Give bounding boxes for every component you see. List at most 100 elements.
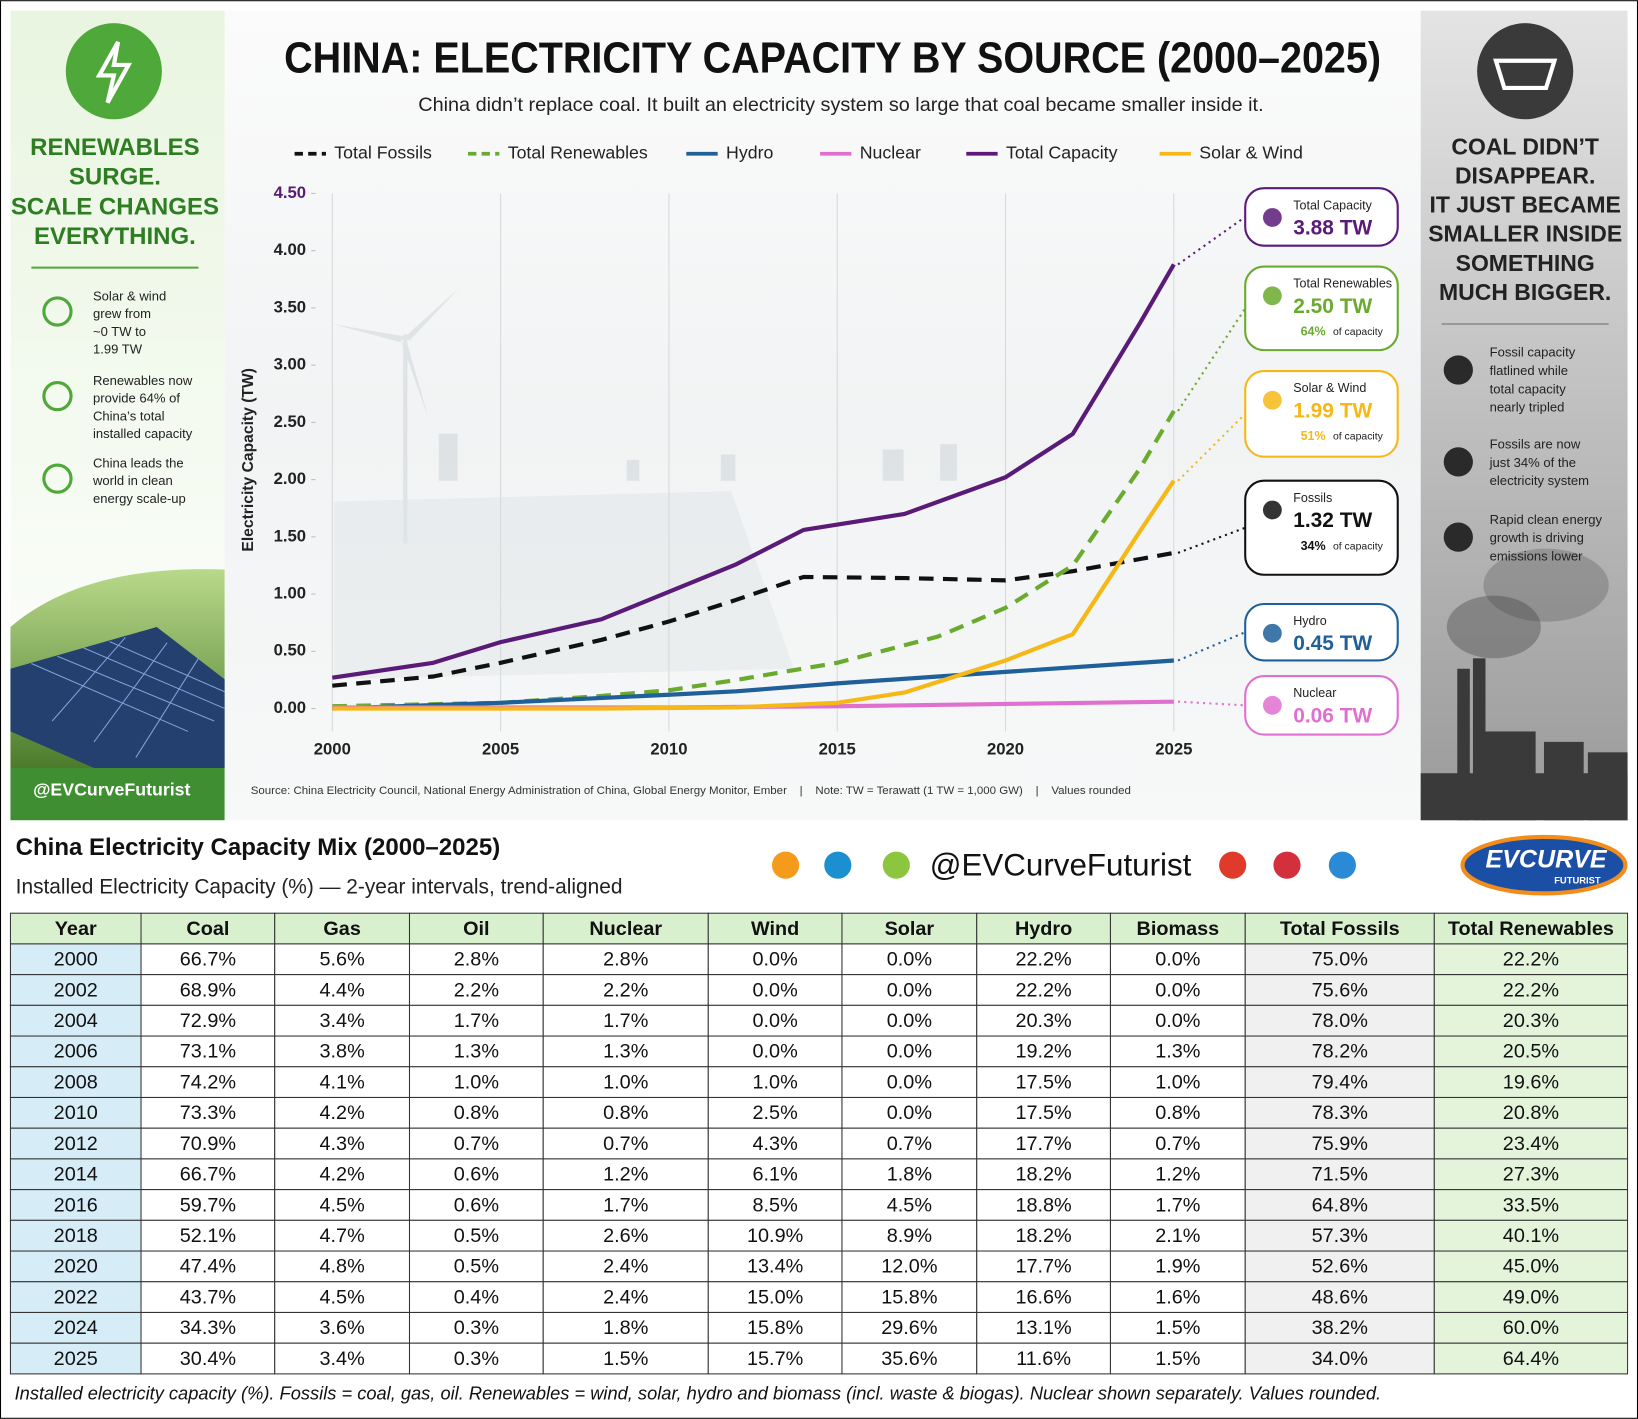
cell-text: 4.8% <box>320 1256 365 1278</box>
table-cell <box>1109 1342 1246 1375</box>
panels: Total Capacity 3.88 TW Total Renewables 2.5… <box>9 134 1629 1404</box>
emoji-icon <box>1219 851 1247 879</box>
table-cell <box>1244 943 1435 976</box>
cell-text: 2.2% <box>603 979 648 1001</box>
cell-text: 2018 <box>54 1225 98 1247</box>
series-line <box>332 409 1176 709</box>
cell-text: 22.2% <box>1503 979 1559 1001</box>
cell-text: 1.0% <box>603 1071 648 1093</box>
table-cell <box>1244 1004 1435 1037</box>
cell-text: 1.7% <box>454 1010 499 1032</box>
cell-text: 2014 <box>54 1164 98 1186</box>
cell-text: 1.9% <box>1155 1256 1200 1278</box>
emoji-icon <box>882 851 910 879</box>
callout-share: 64% <box>1301 325 1326 339</box>
table-cell <box>1109 1035 1246 1068</box>
chart-title: CHINA: ELECTRICITY CAPACITY BY SOURCE (2… <box>284 33 1381 82</box>
table-cell <box>1433 1158 1629 1191</box>
footnote: Installed electricity capacity (%). Foss… <box>15 1383 1382 1404</box>
legend-label: Solar & Wind <box>1199 142 1303 162</box>
cell-text: 4.2% <box>320 1164 365 1186</box>
table-cell <box>274 1189 411 1221</box>
table-cell <box>1244 1096 1435 1129</box>
cell-text: 2004 <box>54 1010 98 1032</box>
header-text: Total Renewables <box>1448 918 1614 940</box>
table-cell <box>542 974 709 1006</box>
bullet-text: Rapid clean energy <box>1490 512 1603 527</box>
header-cell <box>542 912 709 945</box>
callout-share-note: of capacity <box>1333 541 1384 552</box>
callout-value: 1.32 TW <box>1293 509 1372 532</box>
cell-text: 2.4% <box>603 1256 648 1278</box>
table-cell <box>1433 1311 1629 1344</box>
cell-text: 75.6% <box>1312 979 1368 1001</box>
table-cell <box>9 1127 142 1160</box>
cell-text: 1.5% <box>603 1348 648 1370</box>
header-cell <box>140 912 276 945</box>
cell-text: 35.6% <box>881 1348 937 1370</box>
background-art <box>332 287 957 680</box>
cell-text: 13.1% <box>1015 1317 1071 1339</box>
table-cell <box>707 1066 843 1099</box>
table-cell <box>140 974 276 1006</box>
emoji-icon <box>771 851 800 879</box>
logo-ring <box>1460 834 1628 896</box>
table-cell <box>1244 1035 1435 1068</box>
cell-text: 22.2% <box>1503 949 1559 971</box>
bullet-text: world in clean <box>92 473 173 488</box>
cell-text: 2022 <box>54 1286 98 1308</box>
bullet-icon <box>1443 447 1473 477</box>
cell-text: 0.8% <box>603 1102 648 1124</box>
callout-share: 51% <box>1301 429 1326 443</box>
callout-label: Hydro <box>1293 614 1326 628</box>
callout-icon <box>1262 500 1282 520</box>
legend-label: Total Fossils <box>334 142 432 162</box>
headline: SCALE CHANGES <box>11 193 219 220</box>
x-tick-label: 2005 <box>482 740 519 759</box>
cell-text: 34.3% <box>180 1317 236 1339</box>
headline: SOMETHING <box>1456 250 1595 276</box>
cell-text: 38.2% <box>1312 1317 1368 1339</box>
cell-text: 0.0% <box>887 949 932 971</box>
cell-text: 0.3% <box>454 1348 499 1370</box>
table-cell <box>1109 1189 1246 1221</box>
cell-text: 78.2% <box>1312 1041 1368 1063</box>
cell-text: 1.0% <box>753 1071 798 1093</box>
bullet-icon <box>42 380 73 412</box>
icon <box>65 23 162 120</box>
cell-text: 4.5% <box>887 1194 932 1216</box>
cell-text: 3.4% <box>320 1348 365 1370</box>
cell-text: 2000 <box>54 949 98 971</box>
table-cell <box>408 1342 544 1375</box>
cell-text: 0.5% <box>454 1256 499 1278</box>
cell-text: 47.4% <box>180 1256 236 1278</box>
table-cell <box>1109 974 1246 1006</box>
icon <box>1493 58 1558 91</box>
cell-text: 45.0% <box>1503 1256 1559 1278</box>
cell-text: 60.0% <box>1503 1317 1559 1339</box>
table-cell <box>274 974 411 1006</box>
cell-text: 1.8% <box>603 1317 648 1339</box>
cell-text: 0.7% <box>603 1133 648 1155</box>
callout-label: Nuclear <box>1293 686 1336 700</box>
table-cell <box>1244 1342 1435 1375</box>
table-cell <box>1109 1219 1246 1252</box>
callout-box <box>1244 602 1399 662</box>
header-cell <box>1433 912 1629 945</box>
x-tick-label: 2015 <box>819 740 856 759</box>
callout-icon <box>1262 695 1282 715</box>
table-cell <box>1244 1066 1435 1099</box>
table-cell <box>140 943 276 976</box>
table-cell <box>841 1311 978 1344</box>
table-cell <box>841 943 978 976</box>
cell-text: 8.5% <box>753 1194 798 1216</box>
table-cell <box>976 1158 1111 1191</box>
table-cell <box>976 943 1111 976</box>
header-text: Solar <box>885 918 935 940</box>
table-cell <box>1244 1158 1435 1191</box>
table-cell <box>542 1342 709 1375</box>
bullet-text: electricity system <box>1490 473 1589 488</box>
table-cell <box>976 1219 1111 1252</box>
table-cell <box>976 1311 1111 1344</box>
cell-text: 0.7% <box>454 1133 499 1155</box>
